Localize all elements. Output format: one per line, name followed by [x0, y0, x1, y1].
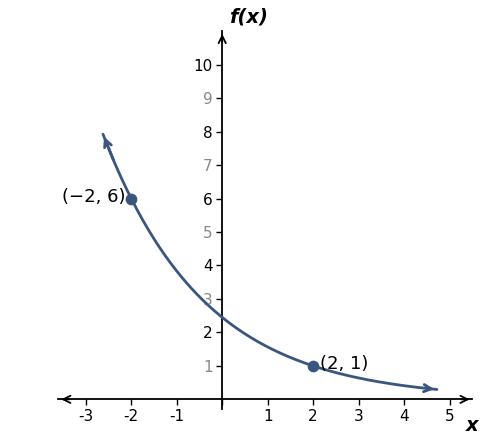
Text: (−2, 6): (−2, 6) — [62, 188, 126, 206]
Point — [309, 362, 317, 369]
Text: f(x): f(x) — [229, 7, 268, 26]
Text: x: x — [466, 416, 479, 435]
Text: (2, 1): (2, 1) — [320, 355, 368, 373]
Point — [127, 195, 135, 202]
